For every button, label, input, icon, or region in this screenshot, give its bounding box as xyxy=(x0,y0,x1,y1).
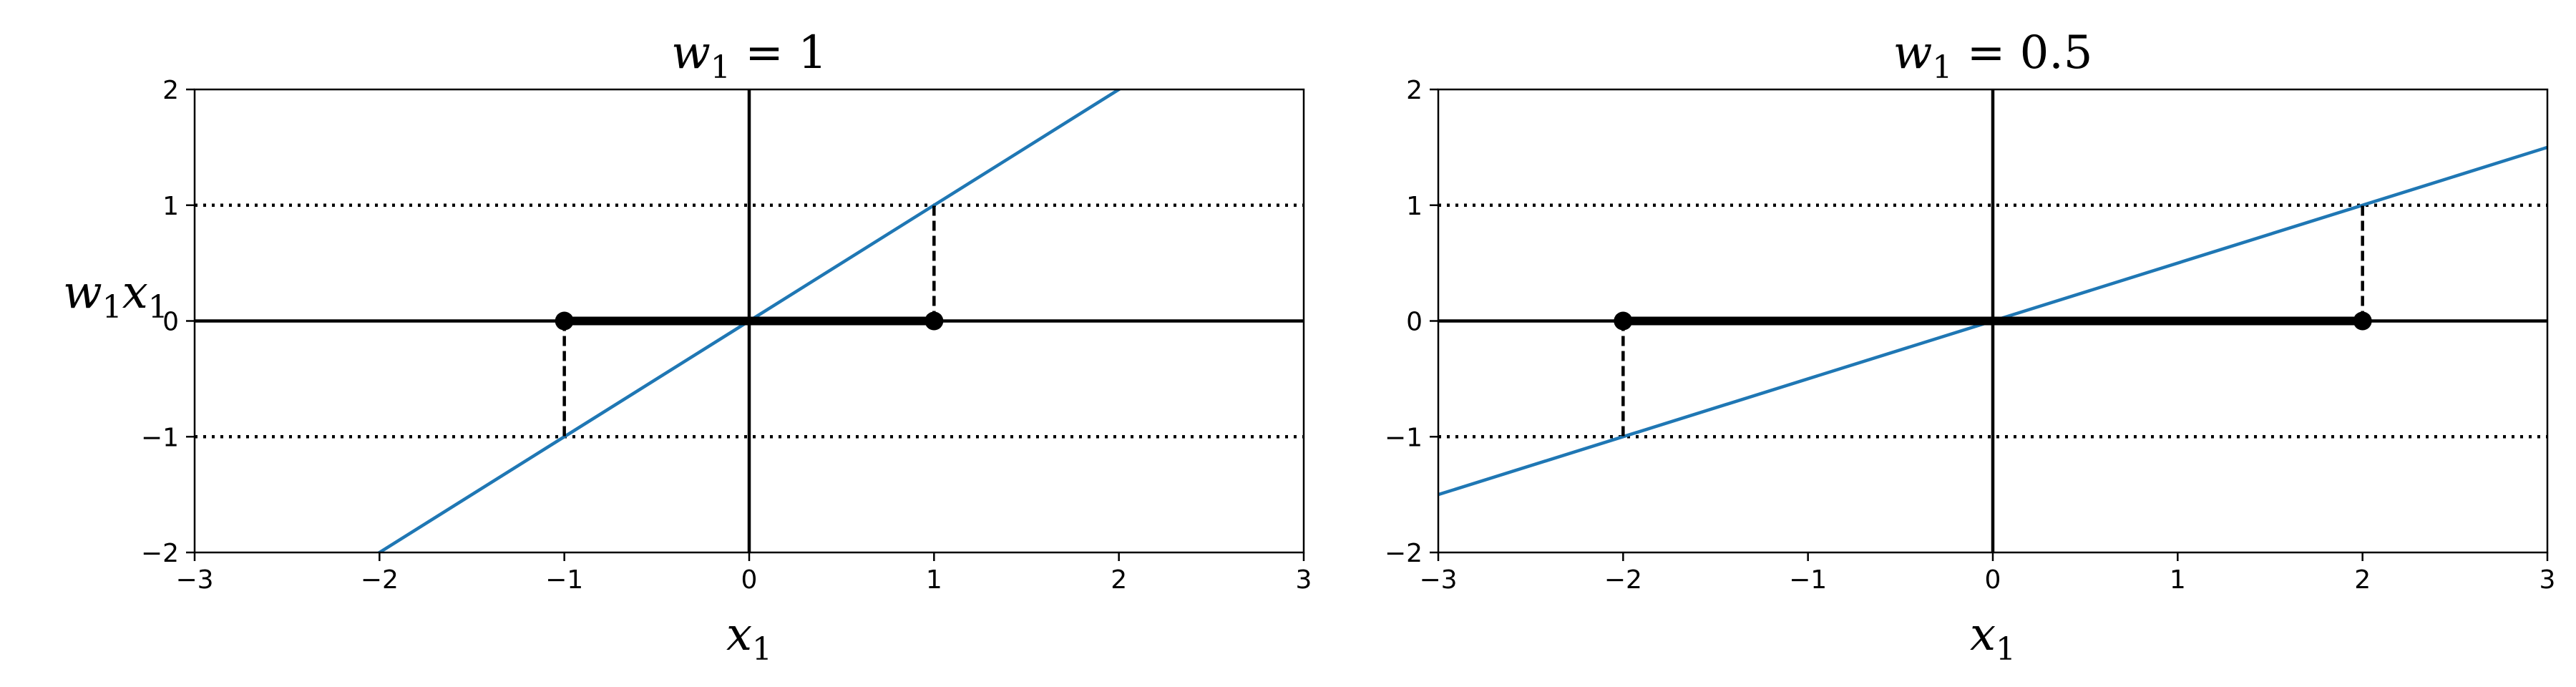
chart-title-part-1: 1 xyxy=(711,49,731,86)
x-tick-label-5: 2 xyxy=(2354,565,2371,595)
y-tick-label-3: 1 xyxy=(1406,192,1423,221)
chart-title-part-0: w xyxy=(1893,26,1933,79)
chart-title: w1 = 0.5 xyxy=(1893,26,2093,86)
y-tick-label-1: −1 xyxy=(1385,423,1423,452)
plot-area xyxy=(1438,89,2547,552)
y-tick-label-0: −2 xyxy=(1385,539,1423,568)
y-tick-label-4: 2 xyxy=(162,76,179,105)
x-axis-label: x1 xyxy=(1970,608,2016,668)
chart-title-part-2: = 1 xyxy=(731,26,827,79)
y-axis-label-part-1: 1 xyxy=(102,289,122,326)
y-tick-label-0: −2 xyxy=(141,539,179,568)
x-axis-label-part-0: x xyxy=(1970,608,1996,661)
x-axis-label-part-1: 1 xyxy=(1996,631,2016,668)
chart-title-part-0: w xyxy=(671,26,711,79)
x-tick-label-4: 1 xyxy=(926,565,942,595)
y-axis-label-part-2: x xyxy=(122,266,148,319)
x-axis-label: x1 xyxy=(726,608,772,668)
y-axis-label-part-3: 1 xyxy=(148,289,168,326)
x-axis-label-part-0: x xyxy=(726,608,752,661)
x-tick-label-0: −3 xyxy=(1419,565,1457,595)
data-point-1 xyxy=(2353,311,2372,331)
x-tick-label-4: 1 xyxy=(2170,565,2186,595)
x-tick-label-1: −2 xyxy=(1604,565,1642,595)
y-axis-label: w1x1 xyxy=(63,266,168,326)
y-tick-label-2: 0 xyxy=(162,308,179,337)
x-tick-label-0: −3 xyxy=(175,565,213,595)
y-tick-label-4: 2 xyxy=(1406,76,1423,105)
plot-area xyxy=(195,89,1304,552)
x-tick-label-3: 0 xyxy=(1985,565,2001,595)
y-axis-label-part-0: w xyxy=(63,266,102,319)
chart-title: w1 = 1 xyxy=(671,26,827,86)
x-tick-label-1: −2 xyxy=(361,565,399,595)
x-tick-label-5: 2 xyxy=(1111,565,1127,595)
x-tick-label-2: −1 xyxy=(545,565,583,595)
y-tick-label-3: 1 xyxy=(162,192,179,221)
x-tick-label-6: 3 xyxy=(2540,565,2556,595)
data-point-0 xyxy=(555,311,574,331)
y-tick-label-1: −1 xyxy=(141,423,179,452)
data-point-1 xyxy=(924,311,944,331)
y-tick-label-2: 0 xyxy=(1406,308,1423,337)
data-point-0 xyxy=(1614,311,1633,331)
x-tick-label-3: 0 xyxy=(741,565,758,595)
x-axis-label-part-1: 1 xyxy=(752,631,772,668)
chart-title-part-1: 1 xyxy=(1932,49,1952,86)
x-tick-label-2: −1 xyxy=(1789,565,1827,595)
chart-title-part-2: = 0.5 xyxy=(1952,26,2092,79)
x-tick-label-6: 3 xyxy=(1296,565,1312,595)
